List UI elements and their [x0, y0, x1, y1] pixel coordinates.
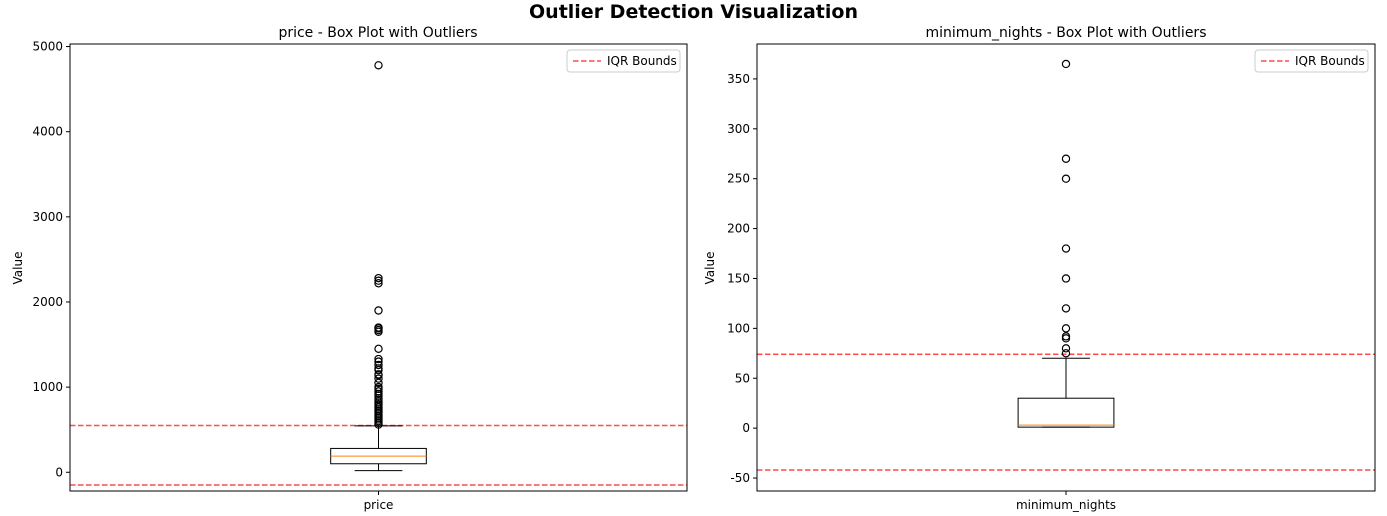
price-y-tick-label: 5000 — [32, 40, 63, 54]
minimum-nights-x-tick-label: minimum_nights — [1016, 498, 1116, 512]
minimum-nights-y-tick-label: -50 — [730, 471, 750, 485]
price-outliers — [374, 61, 383, 429]
minimum-nights-x-ticks: minimum_nights — [1016, 491, 1116, 512]
price-plot-frame — [69, 43, 688, 492]
minimum-nights-outlier-point — [1061, 324, 1071, 333]
figure-title: Outlier Detection Visualization — [529, 1, 858, 23]
minimum-nights-outlier-point — [1061, 244, 1071, 253]
price-outlier-point — [374, 61, 383, 70]
minimum-nights-legend: IQR Bounds — [1254, 49, 1369, 73]
minimum-nights-outliers — [1061, 59, 1071, 358]
minimum-nights-legend-label: IQR Bounds — [1295, 54, 1365, 68]
price-box — [330, 425, 427, 472]
minimum-nights-iqr-box — [1017, 397, 1115, 428]
price-outlier-point — [374, 273, 383, 283]
minimum-nights-y-axis-label: Value — [703, 252, 717, 285]
price-outlier-point — [374, 306, 383, 315]
price-plot-title: price - Box Plot with Outliers — [278, 25, 477, 41]
minimum-nights-plot-frame — [756, 43, 1376, 492]
minimum-nights-outlier-point — [1061, 274, 1071, 283]
price-outlier-point — [374, 327, 383, 336]
price-outlier-point — [374, 276, 383, 285]
price-outlier-point — [374, 378, 383, 388]
minimum-nights-y-tick-label: 200 — [727, 222, 750, 236]
price-x-ticks: price — [364, 491, 394, 512]
price-legend-box — [566, 49, 681, 73]
minimum-nights-box-plot-panel: minimum_nights - Box Plot with Outliers … — [703, 25, 1376, 512]
price-outlier-point — [374, 365, 383, 375]
price-y-tick-label: 0 — [55, 465, 63, 479]
price-y-tick-label: 1000 — [32, 380, 63, 394]
price-x-tick-label: price — [364, 498, 394, 512]
minimum-nights-outlier-point — [1061, 344, 1071, 353]
price-legend: IQR Bounds — [566, 49, 681, 73]
price-outlier-point — [374, 360, 383, 370]
minimum-nights-plot-title: minimum_nights - Box Plot with Outliers — [926, 25, 1207, 41]
minimum-nights-outlier-point — [1061, 304, 1071, 313]
minimum-nights-y-tick-label: 300 — [727, 122, 750, 136]
minimum-nights-y-tick-label: 250 — [727, 172, 750, 186]
minimum-nights-y-tick-label: 50 — [735, 371, 750, 385]
minimum-nights-legend-box — [1254, 49, 1369, 73]
minimum-nights-outlier-point — [1061, 154, 1071, 163]
price-outlier-point — [374, 354, 383, 364]
minimum-nights-iqr-bounds — [757, 353, 1375, 471]
price-y-axis-label: Value — [11, 252, 25, 285]
minimum-nights-outlier-point — [1061, 334, 1071, 343]
price-outlier-point — [374, 420, 383, 429]
minimum-nights-y-tick-label: 350 — [727, 72, 750, 86]
price-box-plot-panel: price - Box Plot with Outliers Value 0 10… — [11, 25, 688, 512]
minimum-nights-y-tick-label: 0 — [742, 421, 750, 435]
minimum-nights-outlier-point — [1061, 349, 1071, 358]
price-y-tick-label: 2000 — [32, 295, 63, 309]
price-outlier-point — [374, 344, 383, 354]
price-outlier-point — [374, 279, 383, 288]
price-y-tick-label: 3000 — [32, 210, 63, 224]
minimum-nights-y-tick-label: 100 — [727, 321, 750, 335]
price-y-ticks: 0 1000 2000 3000 4000 5000 — [32, 40, 70, 479]
price-y-tick-label: 4000 — [32, 125, 63, 139]
minimum-nights-box — [1017, 357, 1115, 428]
minimum-nights-y-ticks: -50 0 50 100 150 200 250 300 350 — [727, 72, 757, 485]
minimum-nights-outlier-point — [1061, 59, 1071, 69]
minimum-nights-y-tick-label: 150 — [727, 271, 750, 285]
price-outlier-point — [374, 374, 383, 383]
price-legend-label: IQR Bounds — [607, 54, 677, 68]
minimum-nights-outlier-point — [1061, 174, 1071, 183]
